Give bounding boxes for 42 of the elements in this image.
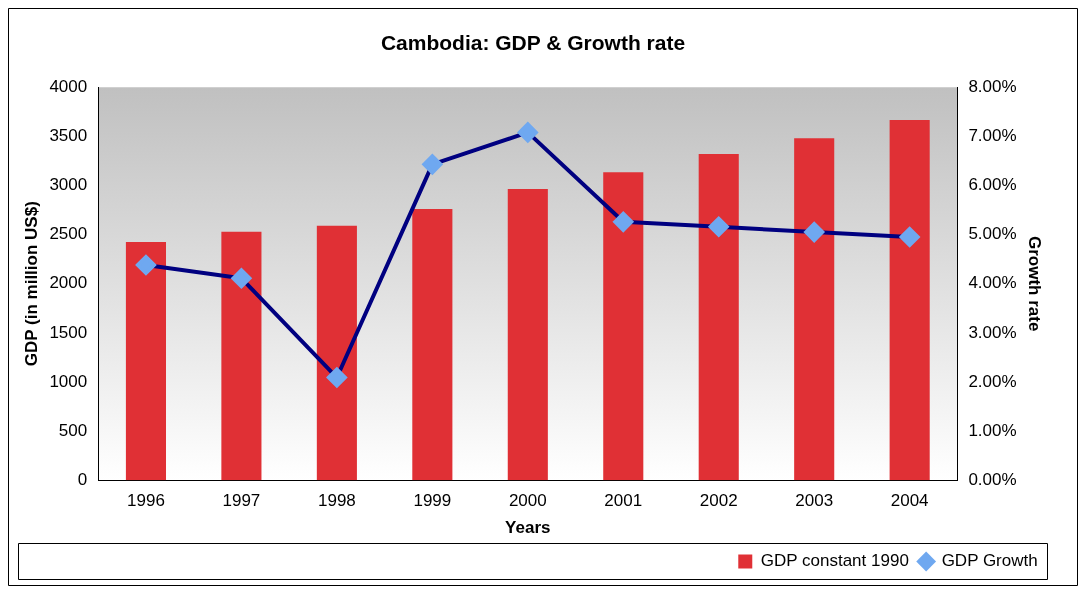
bar	[603, 172, 644, 481]
x-tick-label: 1999	[413, 491, 452, 511]
legend-label: GDP constant 1990	[760, 551, 909, 571]
y-tick-label: 2500	[49, 224, 88, 244]
y2-tick-label: 8.00%	[968, 76, 1017, 96]
bar	[412, 209, 453, 481]
y-tick-label: 0	[77, 469, 88, 489]
y2-tick-label: 7.00%	[968, 126, 1017, 146]
x-tick-label: 1997	[222, 491, 261, 511]
x-axis-title: Years	[505, 518, 551, 538]
y2-tick-label: 6.00%	[968, 175, 1017, 195]
bar	[316, 225, 357, 481]
y2-tick-label: 3.00%	[968, 322, 1017, 342]
x-tick-label: 2004	[890, 491, 929, 511]
y-tick-label: 4000	[49, 76, 88, 96]
y-axis-title: GDP (in million US$)	[21, 201, 41, 367]
y2-tick-label: 5.00%	[968, 224, 1017, 244]
bar	[221, 231, 262, 481]
y-tick-label: 2000	[49, 273, 88, 293]
x-tick-label: 1996	[127, 491, 165, 511]
x-tick-label: 1998	[317, 491, 356, 511]
bar	[698, 154, 739, 481]
y2-axis-title: Growth rate	[1025, 236, 1045, 332]
y-tick-label: 1000	[49, 371, 88, 391]
x-tick-label: 2002	[699, 491, 738, 511]
y-tick-label: 1500	[49, 322, 88, 342]
y-tick-label: 3000	[49, 175, 88, 195]
bar	[889, 120, 930, 481]
y2-tick-label: 4.00%	[968, 273, 1017, 293]
y2-tick-label: 0.00%	[968, 469, 1017, 489]
x-tick-label: 2000	[508, 491, 547, 511]
bar	[507, 188, 548, 481]
x-tick-label: 2001	[604, 491, 643, 511]
bar	[125, 241, 166, 481]
y-tick-label: 500	[58, 420, 88, 440]
y2-tick-label: 1.00%	[968, 420, 1017, 440]
legend-label: GDP Growth	[941, 551, 1038, 571]
chart-title: Cambodia: GDP & Growth rate	[380, 31, 686, 55]
bar	[794, 138, 835, 481]
y-tick-label: 3500	[49, 126, 88, 146]
x-tick-label: 2003	[795, 491, 834, 511]
y2-tick-label: 2.00%	[968, 371, 1017, 391]
